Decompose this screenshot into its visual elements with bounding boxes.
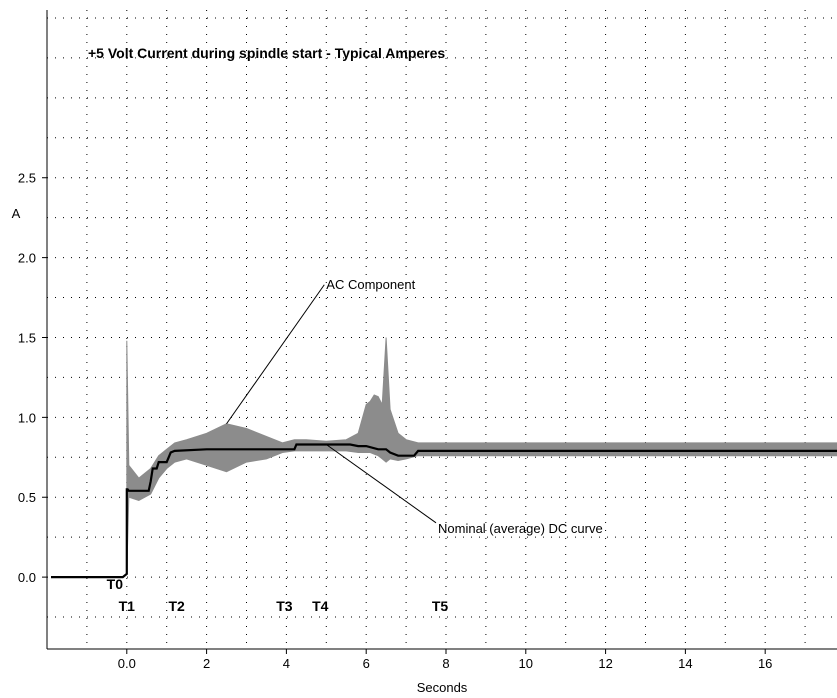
dc-average-curve	[51, 443, 837, 579]
chart-title: +5 Volt Current during spindle start - T…	[88, 45, 445, 61]
y-axis-label: A	[12, 206, 21, 221]
x-tick-label: 10	[519, 656, 533, 671]
ac-annotation-leader	[226, 284, 325, 425]
time-marker-t3: T3	[276, 598, 293, 614]
x-tick-label: 8	[442, 656, 449, 671]
y-tick-label: 0.0	[18, 570, 36, 585]
tick-labels: 0.0 2 4 6 8 10 12 14 16 0.0 0.5 1.0 1.5 2.0 2.5	[18, 171, 772, 671]
y-tick-label: 0.5	[18, 490, 36, 505]
x-tick-label: 0.0	[118, 656, 136, 671]
x-tick-label: 6	[363, 656, 370, 671]
y-tick-label: 1.0	[18, 410, 36, 425]
x-tick-label: 14	[678, 656, 692, 671]
x-tick-label: 12	[598, 656, 612, 671]
x-tick-label: 16	[758, 656, 772, 671]
axes	[46, 10, 837, 650]
x-axis-label: Seconds	[417, 680, 468, 695]
x-tick-label: 2	[203, 656, 210, 671]
x-tick-label: 4	[283, 656, 290, 671]
annotations: AC Component Nominal (average) DC curve	[226, 277, 603, 536]
ac-component-trace	[126, 337, 837, 574]
ac-annotation-label: AC Component	[326, 277, 415, 292]
dc-annotation-leader	[326, 444, 437, 524]
ac-envelope	[126, 337, 837, 574]
dc-line	[51, 443, 837, 579]
y-tick-label: 1.5	[18, 330, 36, 345]
time-marker-t1: T1	[119, 598, 136, 614]
time-marker-t2: T2	[168, 598, 185, 614]
dc-annotation-label: Nominal (average) DC curve	[438, 521, 603, 536]
y-tick-label: 2.5	[18, 171, 36, 186]
time-marker-t0: T0	[107, 576, 124, 592]
time-markers: T0 T1 T2 T3 T4 T5	[107, 576, 449, 614]
time-marker-t5: T5	[432, 598, 449, 614]
y-tick-label: 2.0	[18, 251, 36, 266]
time-marker-t4: T4	[312, 598, 329, 614]
